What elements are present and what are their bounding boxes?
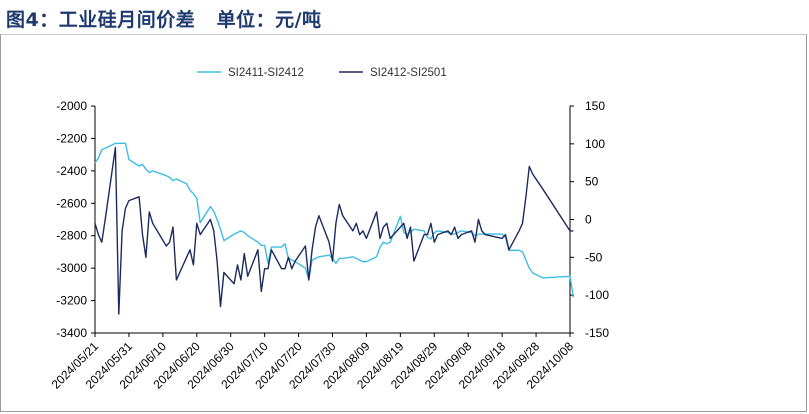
legend-label-2: SI2412-SI2501 — [370, 67, 447, 79]
y-left-tick-label: -2800 — [56, 229, 87, 243]
y-right-tick-label: 50 — [585, 175, 599, 189]
title-bar: 图4：工业硅月间价差 单位：元/吨 — [0, 0, 809, 34]
y-right-tick-label: 150 — [585, 99, 605, 113]
y-left-tick-label: -3200 — [56, 294, 87, 308]
y-left-tick-label: -3400 — [56, 326, 87, 340]
legend-label-1: SI2411-SI2412 — [228, 67, 304, 79]
y-right-tick-label: -100 — [585, 288, 609, 302]
y-right-tick-label: 0 — [585, 213, 592, 227]
y-right-tick-label: 100 — [585, 137, 605, 151]
y-left-tick-label: -3000 — [56, 261, 87, 275]
y-left-tick-label: -2600 — [56, 196, 87, 210]
series-line-si2411-si2412 — [94, 142, 575, 298]
series-line-si2412-si2501 — [94, 146, 574, 315]
y-left-tick-label: -2200 — [56, 131, 87, 145]
chart-frame — [0, 34, 807, 412]
series-lines — [94, 142, 575, 315]
legend: SI2411-SI2412 SI2412-SI2501 — [197, 67, 447, 79]
y-left-tick-label: -2400 — [56, 164, 87, 178]
y-right-tick-label: -50 — [585, 250, 603, 264]
y-right-tick-label: -150 — [585, 326, 609, 340]
chart-title: 图4：工业硅月间价差 单位：元/吨 — [6, 9, 322, 31]
y-left-tick-label: -2000 — [56, 99, 87, 113]
